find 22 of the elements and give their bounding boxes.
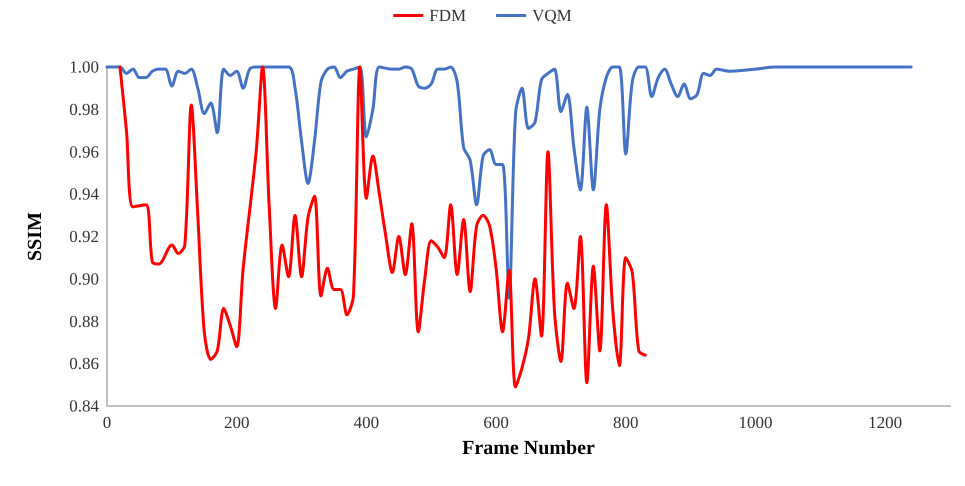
x-tick-label: 200 (224, 413, 250, 432)
y-tick-label: 0.96 (69, 142, 99, 162)
x-axis-title: Frame Number (462, 437, 595, 459)
line-series (118, 66, 647, 388)
legend-label: VQM (532, 6, 572, 25)
y-tick-label: 0.88 (69, 312, 99, 331)
y-tick-label: 0.94 (69, 184, 100, 204)
y-tick-label: 0.86 (69, 354, 99, 374)
y-tick-label: 0.92 (69, 227, 99, 246)
y-axis-title: SSIM (24, 212, 46, 261)
x-tick-label: 800 (613, 413, 639, 432)
line-series (106, 66, 913, 300)
x-tick-label: 400 (354, 413, 380, 432)
y-tick-label: 0.84 (69, 396, 100, 416)
legend-label: FDM (429, 6, 466, 25)
y-tick-label: 1.00 (69, 58, 99, 76)
x-tick-label: 600 (483, 413, 509, 432)
x-tick-label: 0 (102, 413, 112, 432)
x-tick-label: 1000 (738, 413, 772, 432)
y-tick-label: 0.98 (69, 100, 99, 119)
x-tick-label: 1200 (868, 413, 902, 432)
y-tick-label: 0.90 (69, 269, 99, 288)
